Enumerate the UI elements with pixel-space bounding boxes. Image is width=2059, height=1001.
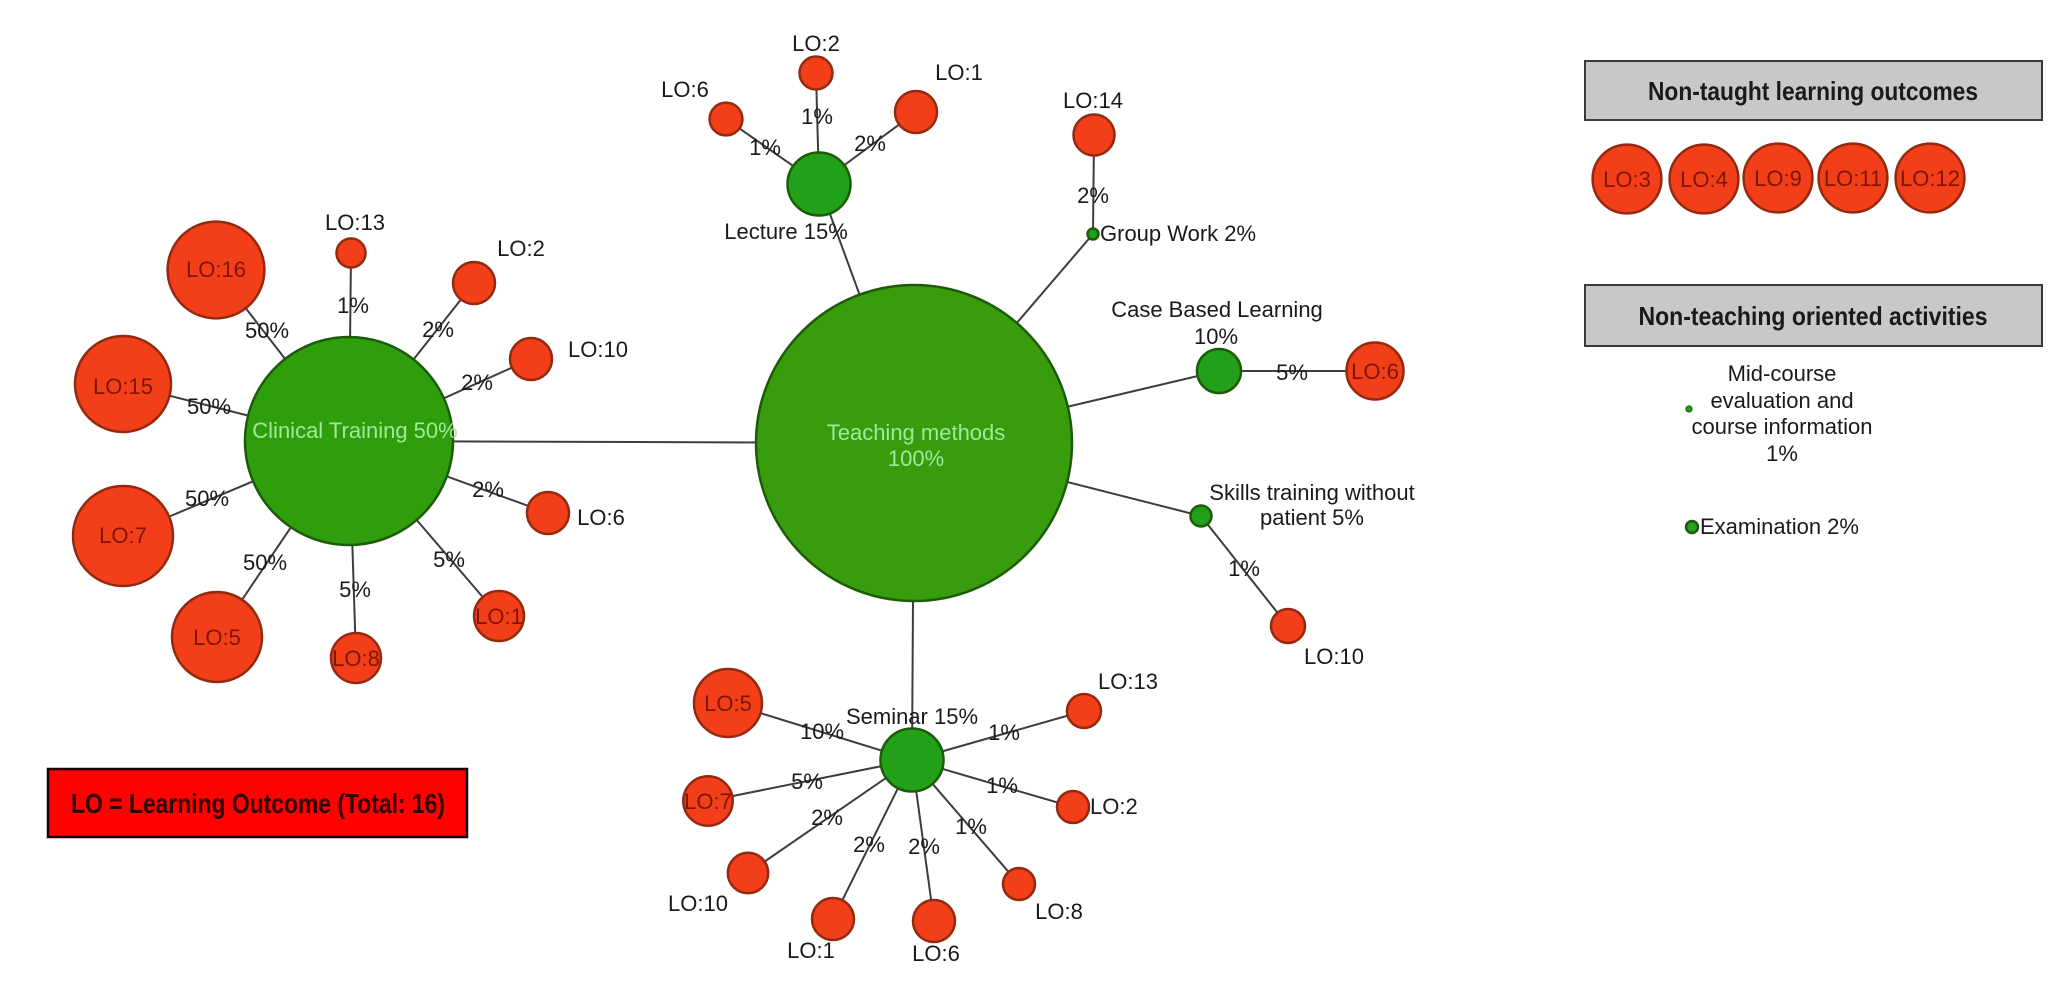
svg-text:Seminar 15%: Seminar 15% [846,704,978,729]
svg-text:2%: 2% [1077,183,1109,208]
svg-text:LO:12: LO:12 [1900,166,1960,191]
svg-text:LO:10: LO:10 [668,891,728,916]
svg-text:LO:1: LO:1 [475,604,523,629]
svg-text:Mid-course: Mid-course [1728,361,1837,386]
svg-text:10%: 10% [800,719,844,744]
svg-text:50%: 50% [185,486,229,511]
svg-text:2%: 2% [472,477,504,502]
svg-text:LO:7: LO:7 [684,789,732,814]
svg-text:5%: 5% [339,577,371,602]
svg-text:2%: 2% [422,317,454,342]
svg-text:10%: 10% [1194,324,1238,349]
svg-text:2%: 2% [461,370,493,395]
svg-text:LO:6: LO:6 [1351,359,1399,384]
svg-text:patient 5%: patient 5% [1260,505,1364,530]
svg-text:50%: 50% [187,394,231,419]
svg-text:Group Work 2%: Group Work 2% [1100,221,1256,246]
svg-text:Clinical Training 50%: Clinical Training 50% [252,418,457,443]
svg-text:2%: 2% [811,805,843,830]
svg-text:LO:2: LO:2 [1090,794,1138,819]
svg-text:1%: 1% [988,720,1020,745]
svg-text:LO:2: LO:2 [792,31,840,56]
svg-text:1%: 1% [749,135,781,160]
svg-text:1%: 1% [801,104,833,129]
svg-text:LO:16: LO:16 [186,257,246,282]
svg-text:Lecture 15%: Lecture 15% [724,219,848,244]
svg-text:LO:5: LO:5 [704,691,752,716]
svg-text:LO:1: LO:1 [787,938,835,963]
svg-text:LO = Learning Outcome (Total:: LO = Learning Outcome (Total: 16) [71,788,445,819]
svg-text:LO:2: LO:2 [497,236,545,261]
svg-text:LO:8: LO:8 [1035,899,1083,924]
svg-text:LO:10: LO:10 [568,337,628,362]
svg-text:evaluation and: evaluation and [1710,388,1853,413]
svg-text:course information: course information [1692,414,1873,439]
svg-text:Non-taught learning outcomes: Non-taught learning outcomes [1648,76,1978,106]
svg-text:LO:15: LO:15 [93,374,153,399]
svg-text:LO:6: LO:6 [577,505,625,530]
svg-text:LO:3: LO:3 [1603,167,1651,192]
svg-text:LO:7: LO:7 [99,523,147,548]
svg-text:Non-teaching oriented activiti: Non-teaching oriented activities [1639,301,1988,331]
svg-text:LO:1: LO:1 [935,60,983,85]
svg-text:LO:6: LO:6 [661,77,709,102]
svg-text:2%: 2% [908,834,940,859]
svg-text:50%: 50% [243,550,287,575]
svg-text:5%: 5% [1276,360,1308,385]
svg-text:100%: 100% [888,446,944,471]
svg-text:2%: 2% [853,832,885,857]
svg-text:LO:6: LO:6 [912,941,960,966]
svg-text:1%: 1% [986,773,1018,798]
svg-text:Case Based Learning: Case Based Learning [1111,297,1323,322]
svg-text:Examination 2%: Examination 2% [1700,514,1859,539]
svg-text:Skills training without: Skills training without [1209,480,1414,505]
svg-text:LO:4: LO:4 [1680,167,1728,192]
svg-text:50%: 50% [245,318,289,343]
svg-text:LO:10: LO:10 [1304,644,1364,669]
svg-text:LO:8: LO:8 [332,646,380,671]
svg-text:1%: 1% [337,293,369,318]
svg-text:5%: 5% [433,547,465,572]
svg-text:LO:13: LO:13 [1098,669,1158,694]
svg-text:Teaching methods: Teaching methods [827,420,1006,445]
svg-text:1%: 1% [955,814,987,839]
svg-text:1%: 1% [1766,441,1798,466]
svg-text:LO:9: LO:9 [1754,166,1802,191]
svg-text:2%: 2% [854,131,886,156]
svg-text:1%: 1% [1228,556,1260,581]
svg-text:LO:14: LO:14 [1063,88,1123,113]
svg-text:5%: 5% [791,769,823,794]
svg-text:LO:5: LO:5 [193,625,241,650]
svg-text:LO:13: LO:13 [325,210,385,235]
svg-text:LO:11: LO:11 [1824,166,1882,191]
